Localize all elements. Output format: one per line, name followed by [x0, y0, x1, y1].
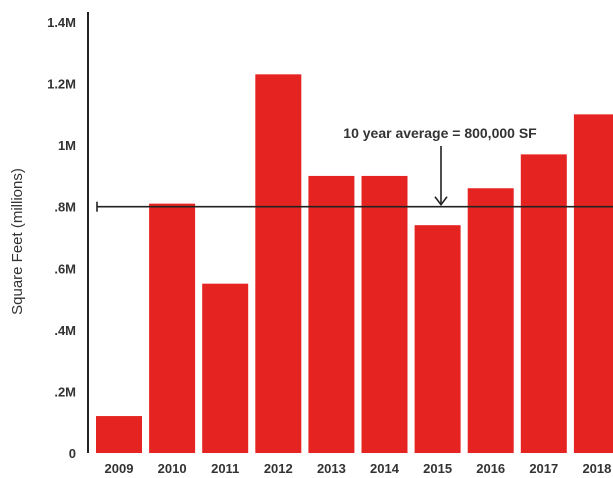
x-tick-label: 2012 — [264, 461, 293, 476]
bar-2013 — [308, 175, 355, 453]
bar-2012 — [255, 74, 302, 453]
y-tick-label: .6M — [54, 261, 76, 276]
x-tick-label: 2010 — [158, 461, 187, 476]
bar-2018 — [573, 114, 613, 453]
x-tick-label: 2009 — [105, 461, 134, 476]
bar-2015 — [414, 225, 461, 453]
bar-2016 — [467, 188, 514, 453]
x-tick-label: 2013 — [317, 461, 346, 476]
y-axis-ticks: 0 .2M .4M .6M .8M 1M 1.2M 1.4M — [47, 15, 76, 461]
bar-2009 — [96, 416, 142, 453]
x-axis-ticks: 2009 2010 2011 2012 2013 2014 2015 2016 2017 2018 — [105, 461, 612, 476]
y-tick-label: 1.4M — [47, 15, 76, 30]
y-tick-label: 1.2M — [47, 77, 76, 92]
average-reference: 10 year average = 800,000 SF — [96, 125, 613, 212]
y-tick-label: 1M — [58, 138, 76, 153]
x-tick-label: 2017 — [529, 461, 558, 476]
y-axis-label: Square Feet (millions) — [9, 168, 26, 315]
bar-2014 — [361, 175, 408, 453]
bar-2017 — [520, 154, 567, 453]
bar-2010 — [149, 203, 196, 453]
y-tick-label: .2M — [54, 384, 76, 399]
average-label: 10 year average = 800,000 SF — [343, 125, 537, 141]
bars — [96, 74, 613, 453]
x-tick-label: 2016 — [476, 461, 505, 476]
y-tick-label: 0 — [69, 446, 76, 461]
arrow-down-icon — [434, 196, 448, 207]
bar-2011 — [202, 283, 249, 453]
y-tick-label: .4M — [54, 323, 76, 338]
x-tick-label: 2014 — [370, 461, 400, 476]
x-tick-label: 2011 — [211, 461, 239, 476]
x-tick-label: 2018 — [582, 461, 611, 476]
y-tick-label: .8M — [54, 200, 76, 215]
x-tick-label: 2015 — [423, 461, 452, 476]
